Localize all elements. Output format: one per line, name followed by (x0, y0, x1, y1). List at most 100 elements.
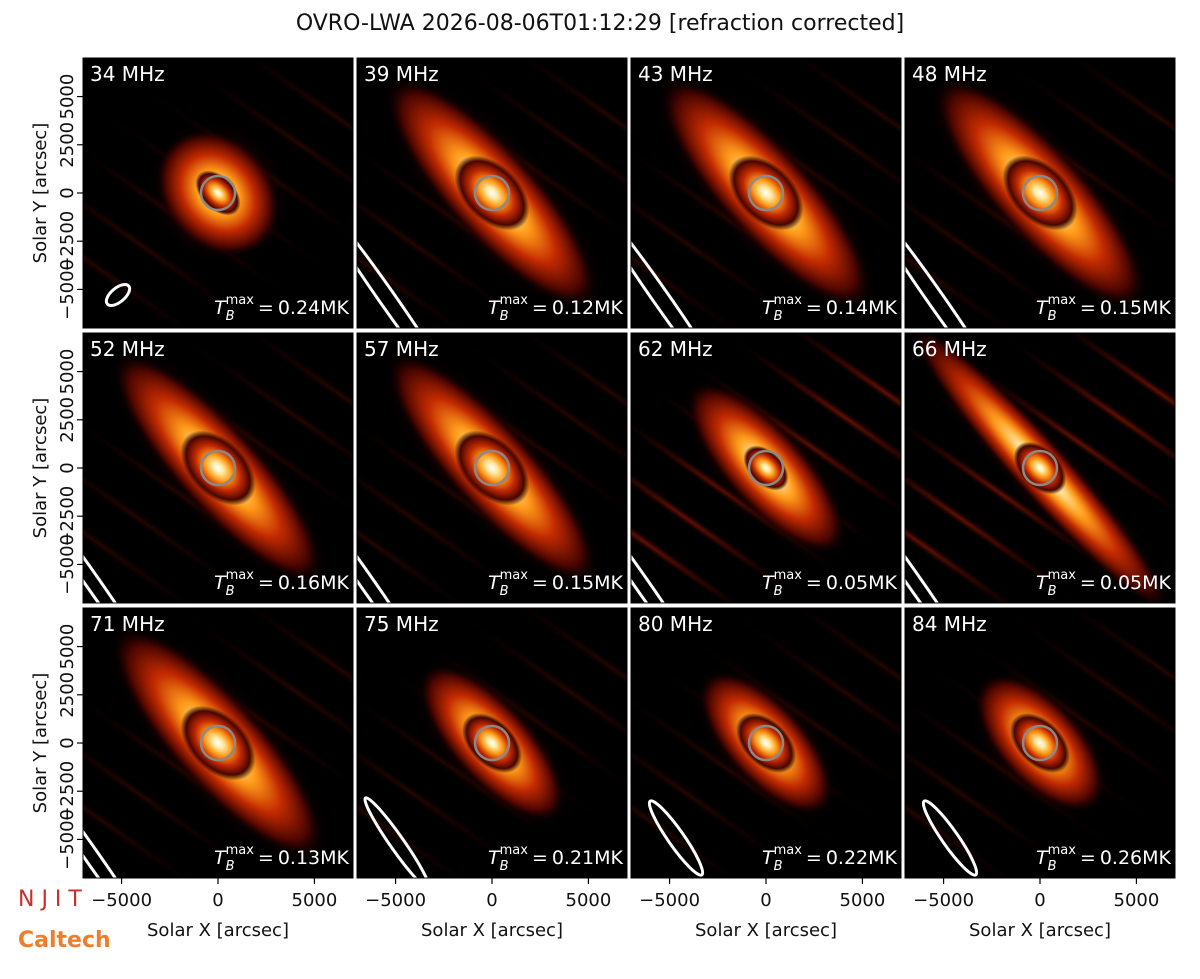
tb-value: 0.12MK (552, 297, 624, 319)
streak (631, 731, 769, 878)
streak (83, 456, 221, 603)
emission-core (180, 705, 256, 781)
tb-sup: max (226, 843, 255, 858)
tb-value: 0.21MK (552, 847, 624, 869)
tb-value: 0.13MK (278, 847, 350, 869)
emission-core (736, 713, 796, 773)
solar-disk (473, 724, 511, 762)
tb-eq: = (806, 297, 822, 319)
tb-max-label: TBmax = 0.22MK (762, 843, 897, 874)
tb-sup: max (226, 293, 255, 308)
frequency-label: 80 MHz (638, 612, 713, 636)
frequency-label: 43 MHz (638, 62, 713, 86)
x-tick-label: −5000 (639, 890, 700, 911)
emission-core (180, 430, 256, 506)
solar-disk (747, 174, 785, 212)
tb-eq: = (806, 847, 822, 869)
streak (489, 333, 627, 480)
tb-sup: max (1048, 568, 1077, 583)
panel-border (356, 332, 628, 604)
beam (363, 796, 431, 878)
tb-max-label: TBmax = 0.24MK (214, 293, 349, 324)
beam (83, 491, 158, 603)
streak (357, 181, 495, 328)
streak (631, 431, 809, 603)
panel-border (904, 332, 1176, 604)
x-axis-label: Solar X [arcsec] (147, 920, 289, 941)
y-axis-label: Solar Y [arcsec] (30, 123, 51, 264)
streak (763, 58, 901, 205)
tb-symbol: T (488, 572, 501, 594)
y-tick-label: −2500 (57, 486, 78, 547)
beam (357, 198, 458, 328)
y-tick-label: 2500 (57, 122, 78, 168)
streak (83, 731, 221, 878)
tb-sup: max (774, 293, 803, 308)
y-tick-label: 0 (57, 462, 78, 473)
x-tick-label: 5000 (292, 890, 338, 911)
tb-sup: max (500, 293, 529, 308)
caltech-logo: Caltech (18, 928, 111, 953)
streak (905, 706, 1083, 878)
beam (631, 491, 706, 603)
streak (83, 156, 261, 328)
y-tick-label: −5000 (57, 259, 78, 320)
tb-sup: max (1048, 843, 1077, 858)
solar-disk (747, 449, 785, 487)
tb-sup: max (500, 568, 529, 583)
streak (449, 58, 627, 230)
x-tick-label: 5000 (566, 890, 612, 911)
tb-max-label: TBmax = 0.14MK (762, 293, 897, 324)
x-tick-label: −5000 (913, 890, 974, 911)
streak (215, 58, 353, 205)
y-tick-label: −5000 (57, 534, 78, 595)
image (83, 58, 353, 328)
tb-eq: = (258, 572, 274, 594)
streak (83, 431, 261, 603)
beam (905, 491, 980, 603)
streak (905, 156, 1083, 328)
x-tick-label: 5000 (1114, 890, 1160, 911)
frequency-label: 39 MHz (364, 62, 439, 86)
streak (997, 58, 1175, 230)
y-tick-label: −2500 (57, 761, 78, 822)
panel-border (356, 57, 628, 329)
streak (631, 181, 769, 328)
streak (631, 456, 769, 603)
panel-border (630, 332, 902, 604)
tb-symbol: T (1036, 572, 1049, 594)
panel-border (904, 57, 1176, 329)
tb-symbol: T (488, 847, 501, 869)
tb-value: 0.05MK (1100, 572, 1172, 594)
x-tick-label: 0 (212, 890, 223, 911)
tb-value: 0.22MK (826, 847, 898, 869)
streak (723, 58, 901, 230)
solar-disk (199, 724, 237, 762)
panel: 39 MHz TBmax = 0.12MK (356, 57, 628, 329)
image (83, 608, 353, 878)
streak (215, 333, 353, 480)
tb-symbol: T (1036, 847, 1049, 869)
njit-logo: N J I T (18, 887, 82, 912)
streak (449, 333, 627, 505)
frequency-label: 66 MHz (912, 337, 987, 361)
streak (175, 333, 353, 505)
x-tick-label: 0 (486, 890, 497, 911)
y-tick-label: 5000 (57, 624, 78, 670)
tb-max-label: TBmax = 0.26MK (1036, 843, 1171, 874)
streak (357, 706, 535, 878)
y-tick-label: 2500 (57, 397, 78, 443)
tb-eq: = (532, 847, 548, 869)
streak (763, 333, 901, 480)
streak (905, 731, 1043, 878)
panel: 57 MHz TBmax = 0.15MK (356, 332, 628, 604)
tb-sub: B (500, 584, 509, 599)
panel-border (630, 57, 902, 329)
tb-value: 0.15MK (552, 572, 624, 594)
streak (215, 608, 353, 755)
figure-title: OVRO-LWA 2026-08-06T01:12:29 [refraction… (296, 11, 904, 36)
x-tick-label: 0 (760, 890, 771, 911)
